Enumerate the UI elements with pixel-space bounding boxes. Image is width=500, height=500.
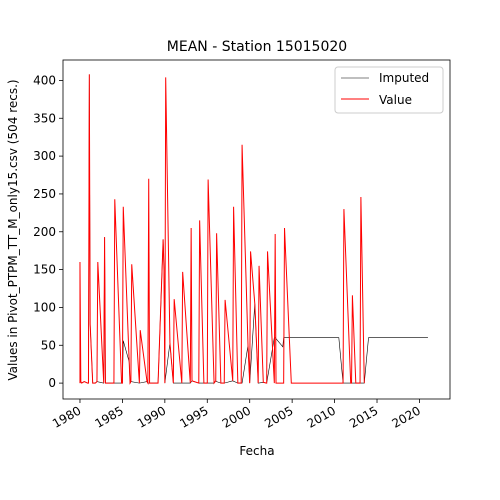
chart-title: MEAN - Station 15015020 [167,39,347,55]
y-tick-label: 150 [33,263,56,277]
x-axis: 1980 1985 1990 1995 2000 2005 2010 2015 2020 [50,399,423,431]
plot-area [79,74,428,386]
y-tick-label: 100 [33,300,56,314]
y-axis: 0 50 100 150 200 250 300 350 400 [33,73,63,390]
y-tick-label: 200 [33,225,56,239]
legend: Imputed Value [334,66,444,114]
legend-label-imputed: Imputed [379,71,429,85]
y-tick-label: 300 [33,149,56,163]
y-axis-title: Values in Pivot_PTPM_TT_M_only15.csv (50… [6,79,20,380]
axes-frame [62,59,451,400]
x-axis-title: Fecha [239,444,274,458]
y-tick-label: 50 [41,338,56,352]
y-tick-label: 350 [33,111,56,125]
series-line-value [79,74,365,386]
legend-box [334,66,444,114]
y-tick-label: 250 [33,187,56,201]
y-tick-label: 400 [33,73,56,87]
y-tick-label: 0 [48,376,56,390]
legend-label-value: Value [379,93,412,107]
